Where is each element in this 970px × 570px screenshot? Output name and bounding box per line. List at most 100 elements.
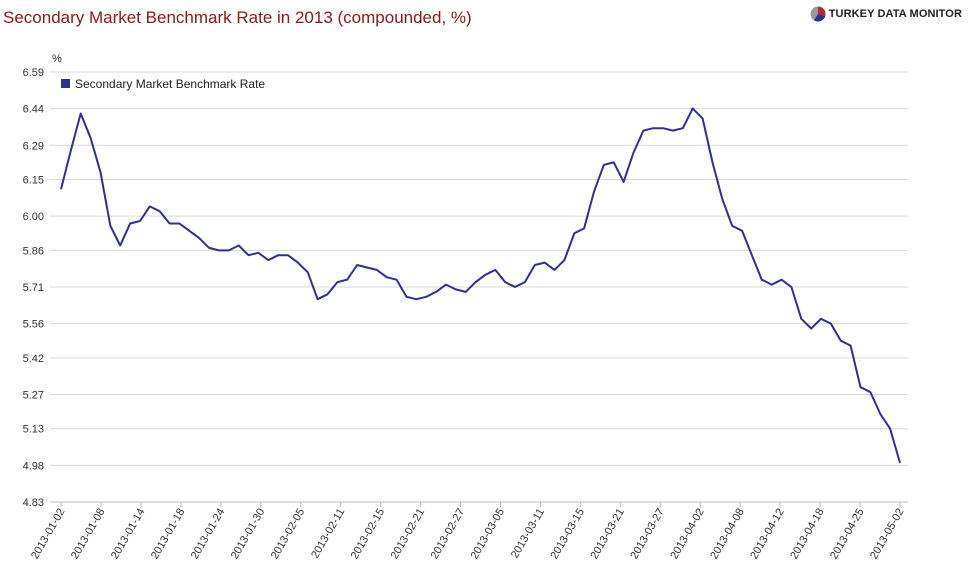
data-point[interactable] [691,107,695,111]
data-point[interactable] [375,268,379,272]
y-tick-label: 6.15 [23,175,44,187]
data-point[interactable] [878,412,882,416]
x-tick-label: 2013-01-14 [109,507,148,562]
data-point[interactable] [681,126,685,130]
data-point[interactable] [868,390,872,394]
gridlines [50,71,908,503]
x-tick-label: 2013-01-30 [229,507,268,562]
data-point[interactable] [641,129,645,133]
data-point[interactable] [888,427,892,431]
data-point[interactable] [89,136,93,140]
data-point[interactable] [247,253,251,257]
data-point[interactable] [503,280,507,284]
data-point[interactable] [829,322,833,326]
data-point[interactable] [118,244,122,248]
data-point[interactable] [79,112,83,116]
data-point[interactable] [158,209,162,213]
data-point[interactable] [582,226,586,230]
data-point[interactable] [256,251,260,255]
data-point[interactable] [464,290,468,294]
data-point[interactable] [237,244,241,248]
data-point[interactable] [780,278,784,282]
data-point[interactable] [661,126,665,130]
data-point[interactable] [819,317,823,321]
data-point[interactable] [701,116,705,120]
y-axis-unit: % [52,53,62,65]
data-point[interactable] [59,187,63,191]
data-point[interactable] [493,268,497,272]
data-point[interactable] [513,285,517,289]
data-point[interactable] [849,344,853,348]
data-point[interactable] [474,280,478,284]
data-point[interactable] [395,278,399,282]
data-point[interactable] [562,258,566,262]
data-point[interactable] [276,253,280,257]
data-point[interactable] [454,287,458,291]
data-point[interactable] [434,290,438,294]
data-point[interactable] [148,204,152,208]
data-point[interactable] [99,170,103,174]
legend[interactable]: Secondary Market Benchmark Rate [61,77,265,91]
data-point[interactable] [266,258,270,262]
legend-swatch [61,79,70,88]
data-point[interactable] [523,280,527,284]
data-point[interactable] [553,268,557,272]
data-point[interactable] [760,278,764,282]
data-point[interactable] [572,231,576,235]
data-point[interactable] [197,236,201,240]
data-point[interactable] [483,273,487,277]
data-point[interactable] [128,222,132,226]
data-point[interactable] [355,263,359,267]
data-point[interactable] [177,222,181,226]
data-point[interactable] [720,197,724,201]
data-point[interactable] [69,148,73,152]
data-point[interactable] [335,280,339,284]
data-point[interactable] [770,283,774,287]
data-point[interactable] [622,180,626,184]
data-point[interactable] [730,224,734,228]
data-point[interactable] [839,339,843,343]
data-point[interactable] [326,292,330,296]
brand-logo[interactable]: TURKEY DATA MONITOR [810,6,962,22]
data-point[interactable] [859,385,863,389]
data-point[interactable] [651,126,655,130]
data-point[interactable] [187,229,191,233]
data-point[interactable] [168,222,172,226]
data-point[interactable] [444,283,448,287]
data-point[interactable] [138,219,142,223]
brand-name: TURKEY DATA MONITOR [828,8,962,20]
data-point[interactable] [799,317,803,321]
data-point[interactable] [306,270,310,274]
data-point[interactable] [316,297,320,301]
data-point[interactable] [809,327,813,331]
x-tick-label: 2013-05-02 [868,507,907,562]
data-point[interactable] [286,253,290,257]
data-point[interactable] [108,224,112,228]
data-point[interactable] [424,295,428,299]
data-point[interactable] [711,160,715,164]
data-point[interactable] [750,253,754,257]
data-point[interactable] [789,285,793,289]
y-tick-label: 6.59 [23,67,44,79]
data-point[interactable] [671,129,675,133]
data-point[interactable] [602,163,606,167]
series-line[interactable] [60,107,901,464]
data-point[interactable] [898,461,902,465]
data-point[interactable] [385,275,389,279]
data-point[interactable] [405,295,409,299]
data-point[interactable] [632,151,636,155]
x-tick-label: 2013-03-21 [588,507,627,562]
data-point[interactable] [296,261,300,265]
data-point[interactable] [414,297,418,301]
data-point[interactable] [533,263,537,267]
data-point[interactable] [217,248,221,252]
data-point[interactable] [612,160,616,164]
data-point[interactable] [592,190,596,194]
data-point[interactable] [207,246,211,250]
x-tick-label: 2013-02-27 [429,507,468,562]
data-point[interactable] [227,248,231,252]
data-point[interactable] [543,261,547,265]
data-point[interactable] [345,278,349,282]
data-point[interactable] [740,229,744,233]
data-point[interactable] [365,266,369,270]
